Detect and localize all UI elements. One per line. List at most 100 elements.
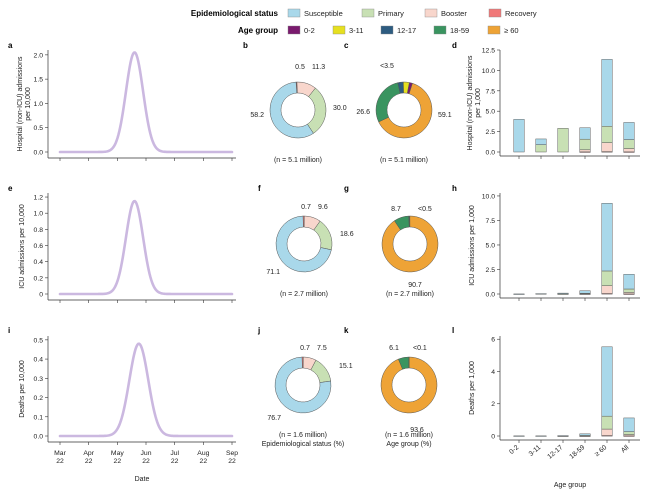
line-panel-e: 0 0.2 0.4 0.6 0.8 1.0 1.2 ICU admissions per 10…	[19, 193, 236, 303]
y-tick-label-d-0: 0.0	[486, 150, 496, 157]
panel-letter-c: c	[344, 41, 349, 50]
y-tick-label-h-3: 7.5	[486, 218, 496, 225]
n-label-j: (n = 1.6 million)	[279, 432, 327, 439]
panel-letter-a: a	[8, 41, 13, 50]
bar-h-2-3	[557, 292, 569, 295]
y-tick-label-e-5: 1.0	[34, 211, 44, 218]
y-tick-label-l-3: 6	[491, 337, 495, 344]
bar-h-4-2	[601, 270, 613, 286]
legend-age-swatch-0	[287, 25, 301, 35]
series-line-e	[58, 199, 234, 296]
x-tick-label-i-3: Jun	[141, 450, 152, 457]
y-label2-d: per 1,000	[475, 88, 482, 118]
y-tick-label-l-1: 2	[491, 401, 495, 408]
slice-label-j-1: 7.5	[317, 345, 327, 352]
panel-letters: a b c d e f g h i j k l	[8, 41, 457, 335]
line-panel-a: 0.0 0.5 1.0 1.5 2.0 Hospital (non-ICU) admiss…	[17, 50, 236, 161]
donut-panel-b: 0.5 11.3 30.0 58.2 (n = 5.1 million)	[250, 64, 346, 164]
legend-swatch-3	[488, 8, 502, 18]
slice-g-1	[381, 215, 439, 273]
x-tick-label2-i-0: 22	[56, 458, 64, 465]
y-label-i: Deaths per 10,000	[19, 360, 26, 418]
x-tick-label-l-4: ≥ 60	[594, 444, 609, 458]
slice-label-f-3: 71.1	[266, 269, 280, 276]
legend-age-label-0: 0-2	[304, 26, 315, 35]
legend-label-0: Susceptible	[304, 9, 343, 18]
bar-l-5-2	[623, 431, 635, 435]
legend-age-swatch-2	[380, 25, 394, 35]
x-tick-label2-i-4: 22	[171, 458, 179, 465]
n-label-b: (n = 5.1 million)	[274, 157, 322, 164]
legend-age-items: 0-2 3-11 12-17 18-59 ≥ 60	[287, 25, 519, 35]
line-panel-i: 0.00.10.20.30.40.5Mar22Apr22May22Jun22Ju…	[19, 336, 238, 483]
donut-panel-g: 8.7 <0.5 90.7 (n = 2.7 million)	[381, 206, 439, 298]
x-tick-label2-i-5: 22	[200, 458, 208, 465]
x-tick-label-i-4: Jul	[170, 450, 179, 457]
slice-label-c-2: 26.6	[356, 109, 370, 116]
bar-d-1-2	[535, 144, 547, 153]
bar-l-4-3	[601, 346, 613, 417]
donut-panel-f: 0.7 9.6 18.6 71.1 (n = 2.7 million)	[266, 204, 353, 298]
slice-k-1	[380, 356, 438, 414]
slice-b-2	[307, 87, 327, 134]
bar-h-1-3	[535, 293, 547, 295]
legend-swatch-1	[361, 8, 375, 18]
x-tick-label-l-5: All	[620, 444, 631, 455]
y-tick-label-e-2: 0.4	[34, 259, 44, 266]
legend-status-title: Epidemiological status	[191, 9, 279, 18]
y-tick-label-i-5: 0.5	[34, 337, 44, 344]
bar-l-2-3	[557, 435, 569, 437]
panel-letter-b: b	[243, 41, 248, 50]
slice-label-b-0: 0.5	[295, 64, 305, 71]
y-tick-label-e-1: 0.2	[34, 275, 44, 282]
panel-letter-h: h	[452, 184, 457, 193]
x-tick-label2-i-3: 22	[142, 458, 150, 465]
bar-panel-l: 0 2 4 6 0-2 3-11 12-17 18-59 ≥ 60 All Age group Dea…	[469, 336, 640, 489]
panel-letter-d: d	[452, 41, 457, 50]
x-tick-label-i-5: Aug	[197, 450, 209, 457]
bar-h-4-1	[601, 285, 613, 294]
series-line-a	[58, 51, 234, 154]
slice-label-g-2: 90.7	[408, 282, 422, 289]
y-tick-label-e-4: 0.8	[34, 227, 44, 234]
bar-l-3-3	[579, 433, 591, 436]
n-label-f: (n = 2.7 million)	[280, 291, 328, 298]
x-tick-label-l-3: 18-59	[568, 444, 586, 461]
x-tick-label-i-6: Sep	[226, 450, 238, 457]
y-tick-label-i-2: 0.2	[34, 395, 44, 402]
y-tick-label-e-3: 0.6	[34, 243, 44, 250]
bar-l-4-2	[601, 415, 613, 430]
y-label-l: Deaths per 1,000	[469, 361, 476, 415]
x-tick-label2-i-1: 22	[85, 458, 93, 465]
legend-age-title: Age group	[238, 26, 278, 35]
bar-d-5-3	[623, 122, 635, 140]
y-tick-label-h-4: 10.0	[482, 193, 495, 200]
sublabel-j: Epidemiological status (%)	[262, 441, 344, 448]
y-tick-label-d-1: 2.5	[486, 129, 496, 136]
bar-l-4-1	[601, 428, 613, 436]
y-tick-label-l-0: 0	[491, 434, 495, 441]
x-tick-label-i-0: Mar	[54, 450, 66, 457]
panel-letter-l: l	[452, 326, 454, 335]
y-tick-label-i-4: 0.4	[34, 357, 44, 364]
y-tick-label-h-0: 0.0	[486, 292, 496, 299]
slice-c-1	[378, 82, 433, 139]
bar-d-4-2	[601, 126, 613, 143]
panel-letter-f: f	[258, 184, 261, 193]
y-tick-label-a-2: 1.0	[34, 101, 44, 108]
legend-age-swatch-1	[332, 25, 346, 35]
sublabel-k: Age group (%)	[386, 441, 431, 448]
slice-label-j-3: 76.7	[267, 415, 281, 422]
slice-g-4	[408, 215, 410, 228]
y-tick-label-d-3: 7.5	[486, 88, 496, 95]
panel-letter-g: g	[344, 184, 349, 193]
y-tick-label-d-5: 12.5	[482, 48, 495, 55]
slice-label-k-2: 93.6	[410, 427, 424, 434]
panel-letter-e: e	[8, 184, 13, 193]
y-tick-label-h-1: 2.5	[486, 267, 496, 274]
n-label-c: (n = 5.1 million)	[380, 157, 428, 164]
y-tick-label-a-4: 2.0	[34, 52, 44, 59]
y-label2-a: per 10,000	[25, 87, 32, 121]
legend-label-1: Primary	[378, 9, 404, 18]
